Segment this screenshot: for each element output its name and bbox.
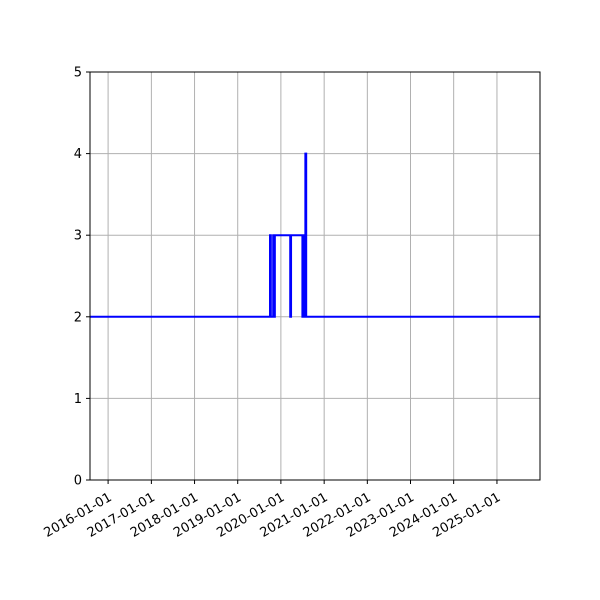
y-tick-label: 1	[74, 392, 82, 407]
y-tick-label: 3	[74, 229, 82, 244]
series-layer	[90, 152, 540, 318]
y-tick-label: 5	[74, 66, 82, 81]
plot-frame	[89, 71, 541, 481]
y-tick-label: 4	[74, 147, 82, 162]
y-tick-label: 2	[74, 310, 82, 325]
y-tick-label: 0	[74, 474, 82, 489]
series-line	[90, 152, 540, 318]
grid	[90, 71, 540, 481]
axis-ticks	[86, 71, 498, 484]
